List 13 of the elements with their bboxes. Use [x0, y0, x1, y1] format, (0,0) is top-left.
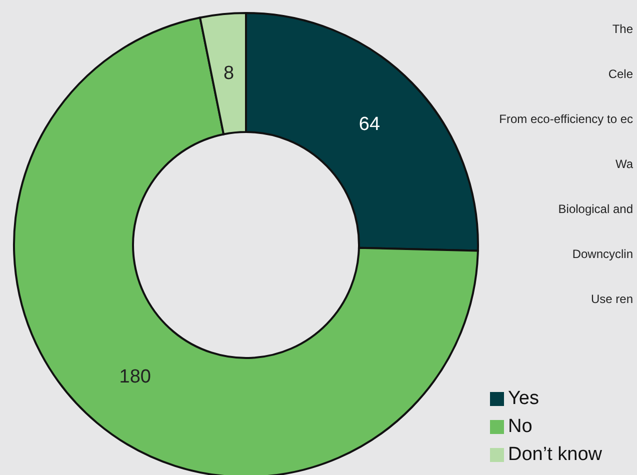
text: Cele [608, 67, 633, 81]
text: Downcyclin [572, 247, 633, 261]
text: From eco-efficiency to ec [499, 112, 633, 126]
legend-label: Don’t know [508, 444, 602, 465]
legend-label: No [508, 416, 532, 437]
data-label: 180 [119, 366, 151, 388]
text: The [612, 22, 633, 36]
data-label: 8 [224, 62, 234, 84]
text: Use ren [590, 292, 633, 306]
text: Biological and [558, 202, 633, 216]
data-label: 64 [358, 114, 380, 136]
legend-label: Yes [508, 388, 539, 409]
text: Wa [615, 157, 633, 171]
